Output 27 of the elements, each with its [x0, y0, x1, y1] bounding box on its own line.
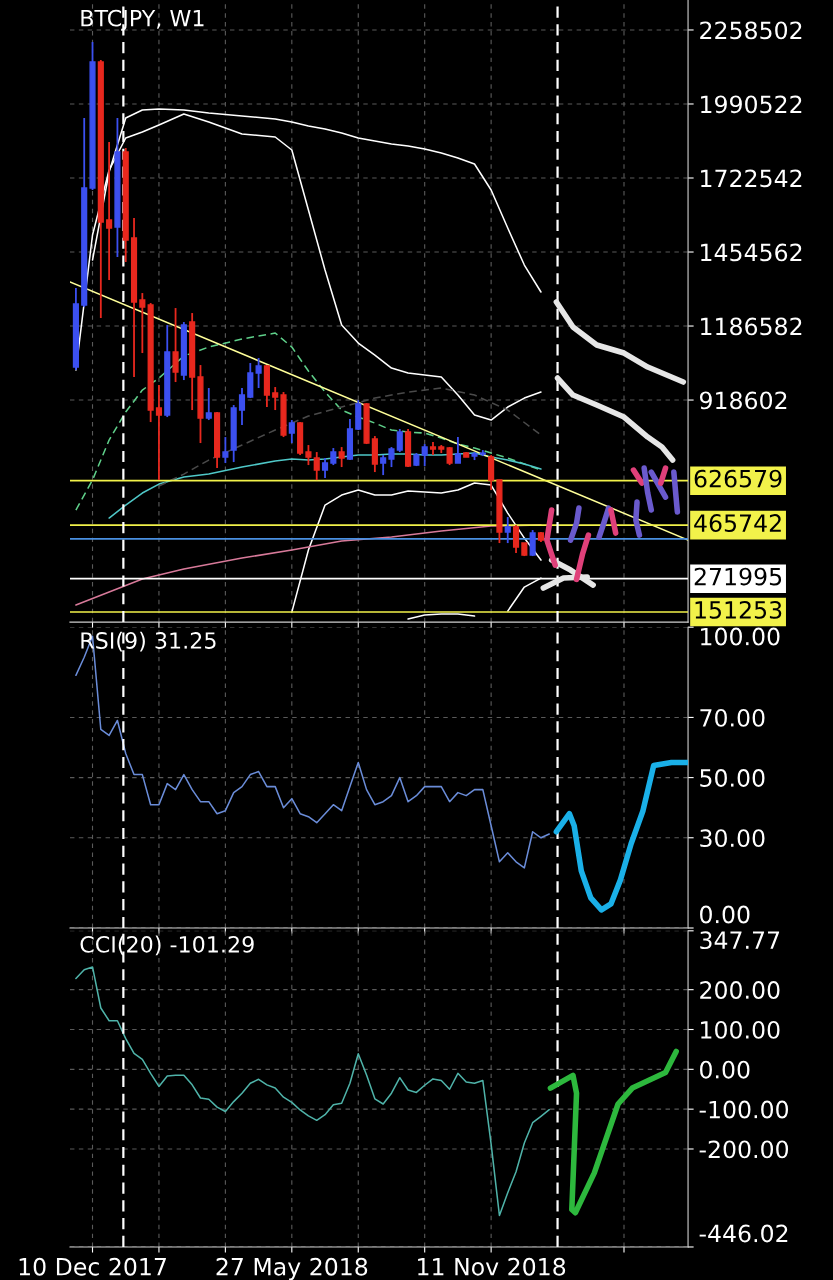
ref-line-label: 626579 [694, 469, 782, 488]
y-tick-label: -100.00 [699, 1100, 789, 1119]
y-tick-label: 918602 [699, 391, 787, 410]
y-tick-label: 1454562 [701, 243, 802, 262]
chart-title: CCI(20) -101.29 [80, 935, 254, 956]
y-tick-label: 100.00 [701, 1020, 780, 1039]
y-tick-label: -200.00 [699, 1140, 789, 1159]
y-tick-label: 200.00 [700, 981, 780, 999]
y-tick-label: 1722542 [701, 169, 802, 188]
y-tick-label: 30.00 [700, 829, 765, 848]
ref-line-label: 151253 [695, 600, 782, 619]
y-tick-label: 50.00 [700, 769, 765, 787]
y-tick-label: -446.02 [699, 1224, 788, 1243]
ref-line-label: 465742 [694, 514, 781, 532]
y-tick-label: 2258502 [700, 21, 802, 40]
y-tick-label: 0.00 [700, 905, 750, 924]
y-tick-label: 1990522 [701, 95, 802, 114]
ref-line-label: 271995 [694, 567, 782, 586]
y-tick-label: 100.00 [701, 627, 780, 646]
x-tick-label: 10 Dec 2017 [19, 1257, 166, 1276]
y-tick-label: 347.77 [700, 931, 780, 950]
chart-title: BTCJPY, W1 [81, 9, 204, 31]
x-tick-label: 27 May 2018 [216, 1257, 368, 1280]
y-tick-label: 0.00 [700, 1060, 750, 1079]
x-tick-label: 11 Nov 2018 [418, 1257, 566, 1276]
y-tick-label: 70.00 [700, 708, 765, 727]
y-tick-label: 1186582 [701, 317, 802, 336]
